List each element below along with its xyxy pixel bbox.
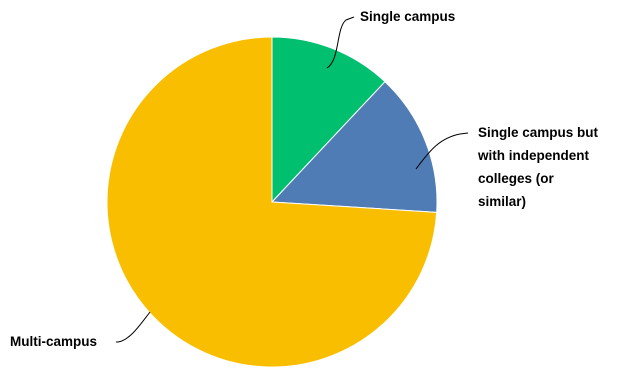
leader-line-independent-colleges [415, 132, 469, 170]
pie-slice-single-campus-but-with-independent-colleges-or-similar [270, 81, 438, 213]
pie-slices [106, 36, 438, 368]
pie-slice-single-campus [271, 36, 386, 204]
pie-slice-multi-campus [106, 36, 438, 368]
label-multi-campus: Multi-campus [10, 334, 97, 349]
label-independent-colleges-line-4: similar) [478, 194, 526, 209]
label-single-campus: Single campus [360, 9, 455, 24]
label-independent-colleges-line-3: colleges (or [478, 171, 555, 186]
leader-line-multi-campus [116, 311, 151, 343]
label-independent-colleges-line-2: with independent [477, 148, 589, 163]
label-independent-colleges: Single campus but with independent colle… [477, 125, 602, 209]
label-single-campus-line-1: Single campus [360, 9, 455, 24]
label-multi-campus-line-1: Multi-campus [10, 334, 97, 349]
label-independent-colleges-line-1: Single campus but [478, 125, 599, 140]
leader-line-single-campus [326, 16, 355, 69]
